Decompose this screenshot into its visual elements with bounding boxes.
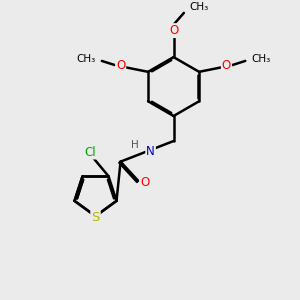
Text: H: H — [131, 140, 139, 150]
Text: CH₃: CH₃ — [189, 2, 208, 12]
Text: O: O — [140, 176, 149, 189]
Text: O: O — [116, 59, 125, 72]
Text: Cl: Cl — [84, 146, 96, 158]
Text: O: O — [169, 24, 178, 37]
Text: N: N — [146, 145, 155, 158]
Text: S: S — [91, 211, 100, 224]
Text: O: O — [222, 59, 231, 72]
Text: CH₃: CH₃ — [251, 54, 271, 64]
Text: CH₃: CH₃ — [77, 54, 96, 64]
